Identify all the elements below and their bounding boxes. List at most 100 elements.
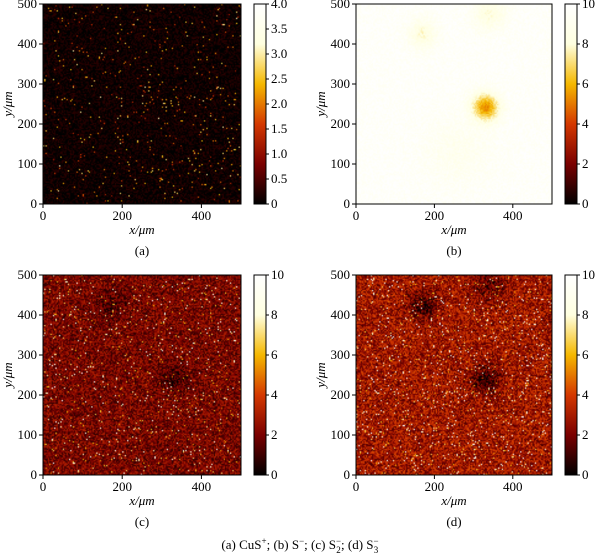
y-tick-label: 100 xyxy=(18,156,38,171)
caption-superscript: + xyxy=(261,536,267,547)
colorbar-tick-label: 1.5 xyxy=(271,121,287,136)
colorbar-tick-label: 8 xyxy=(582,36,589,51)
y-tick-label: 300 xyxy=(331,76,351,91)
caption-script: −3 xyxy=(374,537,379,555)
x-axis-label: x/μm xyxy=(440,222,466,237)
x-tick-label: 0 xyxy=(353,479,360,494)
colorbar-tick-label: 0 xyxy=(271,467,278,482)
caption-script: −2 xyxy=(336,537,341,555)
colorbar xyxy=(253,3,267,205)
heatmap-panel: 0 200 400 0 100 200 300 400 500 x/μm y/μm (a) 0 0.5 1.… xyxy=(0,0,287,258)
colorbar-tick-label: 3.0 xyxy=(271,46,287,61)
heatmap-image xyxy=(43,4,241,204)
x-tick-label: 0 xyxy=(40,479,47,494)
y-tick-label: 300 xyxy=(18,347,38,362)
heatmap-panel: 0 200 400 0 100 200 300 400 500 x/μm y/μm (d) 0 2 4 6 8 1… xyxy=(313,267,595,529)
caption-text: (a) CuS xyxy=(221,537,262,552)
colorbar-tick-label: 4 xyxy=(582,387,589,402)
y-tick-label: 400 xyxy=(331,307,351,322)
colorbar-tick-label: 2 xyxy=(271,427,278,442)
y-tick-label: 400 xyxy=(331,36,351,51)
caption-superscript: − xyxy=(373,536,379,547)
plot-frame xyxy=(42,3,242,205)
caption-text: ; (b) S xyxy=(266,537,300,552)
colorbar-tick-label: 2.5 xyxy=(271,71,287,86)
colorbar-tick-label: 10 xyxy=(271,267,284,282)
colorbar-tick-label: 6 xyxy=(582,347,589,362)
y-tick-label: 200 xyxy=(331,387,351,402)
x-tick-label: 200 xyxy=(425,479,445,494)
colorbar-tick-label: 2 xyxy=(582,156,589,171)
y-axis-label: y/μm xyxy=(0,362,15,389)
x-tick-label: 0 xyxy=(40,208,47,223)
colorbar-tick-label: 1.0 xyxy=(271,146,287,161)
colorbar-tick-label: 0 xyxy=(582,467,589,482)
colorbar-tick-label: 8 xyxy=(582,307,589,322)
x-axis-label: x/μm xyxy=(128,222,154,237)
caption-text: ; (c) S xyxy=(304,537,336,552)
y-tick-label: 500 xyxy=(331,267,351,282)
y-tick-label: 400 xyxy=(18,36,38,51)
y-tick-label: 500 xyxy=(18,267,38,282)
caption-script: + xyxy=(262,537,267,555)
colorbar xyxy=(564,274,578,476)
heatmap-panel: 0 200 400 0 100 200 300 400 500 x/μm y/μm (b) 0 2 4 6 8 1… xyxy=(313,0,595,258)
colorbar-tick-label: 6 xyxy=(271,347,278,362)
caption-script: − xyxy=(299,537,304,555)
colorbar-tick-label: 0.5 xyxy=(271,171,287,186)
y-tick-label: 100 xyxy=(331,427,351,442)
caption-text: ; (d) S xyxy=(341,537,374,552)
panels-group: 0 200 4000100200300400500x/μmy/μm(a)00.51.… xyxy=(0,0,595,529)
y-tick-label: 0 xyxy=(31,196,38,211)
colorbar-tick-label: 0 xyxy=(271,196,278,211)
colorbar-tick-label: 6 xyxy=(582,76,589,91)
caption-subscript: 2 xyxy=(336,545,341,556)
y-axis-label: y/μm xyxy=(313,362,328,389)
caption-subscript: 3 xyxy=(373,545,379,556)
y-tick-label: 0 xyxy=(344,467,351,482)
y-tick-label: 300 xyxy=(18,76,38,91)
y-axis-label: y/μm xyxy=(0,91,15,118)
x-tick-label: 200 xyxy=(425,208,445,223)
colorbar-tick-label: 4.0 xyxy=(271,0,287,11)
y-tick-label: 400 xyxy=(18,307,38,322)
colorbar xyxy=(564,3,578,205)
colorbar-tick-label: 10 xyxy=(582,267,595,282)
plot-frame xyxy=(355,3,553,205)
colorbar-tick-label: 4 xyxy=(582,116,589,131)
x-tick-label: 200 xyxy=(112,479,132,494)
y-tick-label: 100 xyxy=(331,156,351,171)
heatmap-image xyxy=(356,275,552,475)
colorbar xyxy=(253,274,267,476)
plot-frame xyxy=(355,274,553,476)
x-axis-label: x/μm xyxy=(440,493,466,508)
y-tick-label: 0 xyxy=(31,467,38,482)
panel-label: (a) xyxy=(135,243,149,258)
x-tick-label: 200 xyxy=(112,208,132,223)
y-tick-label: 300 xyxy=(331,347,351,362)
y-tick-label: 200 xyxy=(18,387,38,402)
colorbar-tick-label: 3.5 xyxy=(271,21,287,36)
y-tick-label: 0 xyxy=(344,196,351,211)
figure-caption: (a) CuS + ; (b) S − ; (c) S −2; (d) S −3 xyxy=(0,537,600,555)
colorbar-tick-label: 4 xyxy=(271,387,278,402)
x-axis-label: x/μm xyxy=(128,493,154,508)
colorbar-tick-label: 10 xyxy=(582,0,595,11)
heatmap-panel: 0 200 400 0 100 200 300 400 500 x/μm y/μm (c) 0 2 4 6 8 1… xyxy=(0,267,284,529)
colorbar-tick-label: 2 xyxy=(582,427,589,442)
x-tick-label: 400 xyxy=(503,479,523,494)
caption-superscript: − xyxy=(335,536,342,547)
x-tick-label: 0 xyxy=(353,208,360,223)
y-tick-label: 500 xyxy=(331,0,351,11)
panel-label: (b) xyxy=(446,243,461,258)
caption-superscript: − xyxy=(299,536,305,547)
colorbar-tick-label: 0 xyxy=(582,196,589,211)
panel-label: (c) xyxy=(135,514,149,529)
y-tick-label: 100 xyxy=(18,427,38,442)
colorbar-tick-label: 8 xyxy=(271,307,278,322)
heatmap-image xyxy=(356,4,552,204)
plot-frame xyxy=(42,274,242,476)
y-tick-label: 500 xyxy=(18,0,38,11)
heatmap-image xyxy=(43,275,241,475)
